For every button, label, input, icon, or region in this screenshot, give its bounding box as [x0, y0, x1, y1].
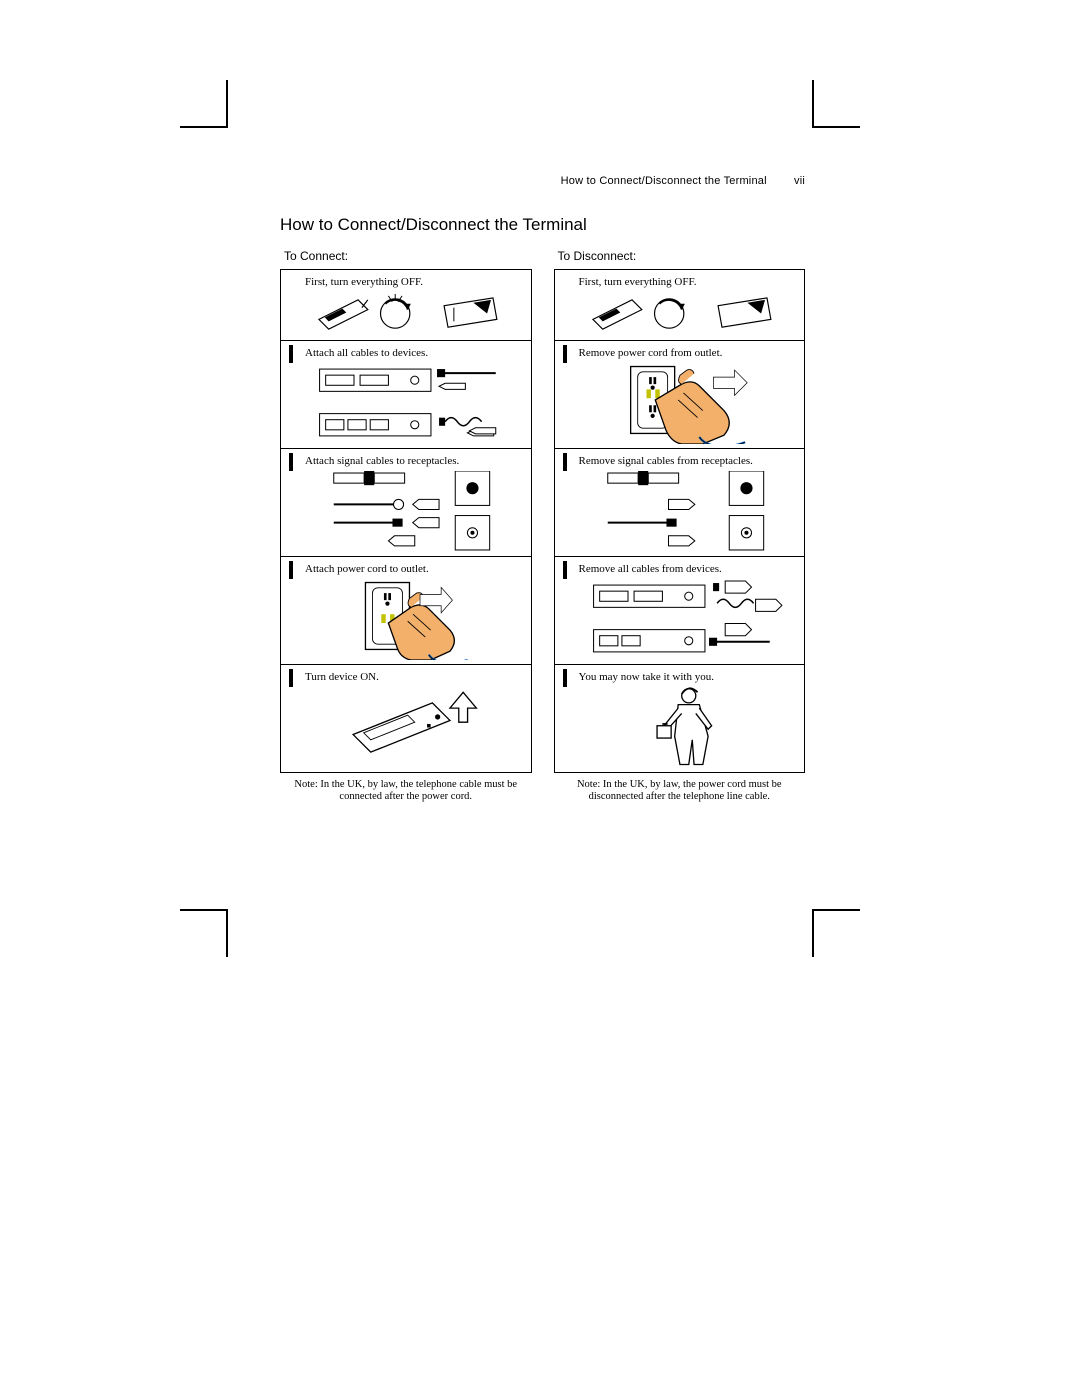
- connect-step-2-caption: Attach all cables to devices.: [305, 347, 525, 359]
- disconnect-step-4: Remove all cables from devices.: [555, 556, 805, 664]
- crop-mark: [180, 80, 228, 128]
- disconnect-step-1: First, turn everything OFF.: [555, 270, 805, 340]
- disconnect-step-3-caption: Remove signal cables from receptacles.: [579, 455, 799, 467]
- step-indicator: [563, 561, 567, 579]
- connect-step-3: Attach signal cables to receptacles.: [281, 448, 531, 556]
- disconnect-step-2-caption: Remove power cord from outlet.: [579, 347, 799, 359]
- outlet-hand-illustration: [579, 363, 799, 444]
- outlet-hand-illustration: [305, 579, 525, 660]
- crop-mark: [812, 80, 860, 128]
- receptacles-illustration: [305, 471, 525, 552]
- disconnect-panels: First, turn everything OFF.: [554, 269, 806, 773]
- cables-devices-illustration: [305, 363, 525, 444]
- connect-step-2: Attach all cables to devices.: [281, 340, 531, 448]
- instruction-columns: To Connect: First, turn everything OFF.: [280, 249, 805, 803]
- step-indicator: [289, 345, 293, 363]
- disconnect-heading: To Disconnect:: [558, 249, 806, 263]
- step-indicator: [563, 669, 567, 687]
- connect-heading: To Connect:: [284, 249, 532, 263]
- disconnect-footnote: Note: In the UK, by law, the power cord …: [554, 779, 806, 803]
- step-indicator: [563, 345, 567, 363]
- disconnect-column: To Disconnect: First, turn everything OF…: [554, 249, 806, 803]
- running-header-text: How to Connect/Disconnect the Terminal: [561, 175, 767, 187]
- page-title: How to Connect/Disconnect the Terminal: [280, 215, 805, 235]
- turn-off-illustration: [579, 292, 799, 336]
- connect-step-1: First, turn everything OFF.: [281, 270, 531, 340]
- step-indicator: [289, 561, 293, 579]
- connect-step-3-caption: Attach signal cables to receptacles.: [305, 455, 525, 467]
- page-content: How to Connect/Disconnect the Terminal v…: [280, 175, 805, 803]
- connect-footnote: Note: In the UK, by law, the telephone c…: [280, 779, 532, 803]
- step-indicator: [289, 453, 293, 471]
- crop-mark: [180, 909, 228, 957]
- disconnect-step-3: Remove signal cables from receptacles.: [555, 448, 805, 556]
- connect-step-4-caption: Attach power cord to outlet.: [305, 563, 525, 575]
- crop-mark: [812, 909, 860, 957]
- step-indicator: [563, 453, 567, 471]
- connect-panels: First, turn everything OFF.: [280, 269, 532, 773]
- turn-off-illustration: [305, 292, 525, 336]
- connect-step-5: Turn device ON.: [281, 664, 531, 772]
- connect-step-5-caption: Turn device ON.: [305, 671, 525, 683]
- connect-step-1-caption: First, turn everything OFF.: [305, 276, 525, 288]
- turn-on-illustration: [305, 687, 525, 768]
- connect-column: To Connect: First, turn everything OFF.: [280, 249, 532, 803]
- person-carry-illustration: [579, 687, 799, 768]
- disconnect-step-1-caption: First, turn everything OFF.: [579, 276, 799, 288]
- page-number: vii: [794, 175, 805, 187]
- disconnect-step-4-caption: Remove all cables from devices.: [579, 563, 799, 575]
- step-indicator: [289, 669, 293, 687]
- receptacles-illustration: [579, 471, 799, 552]
- disconnect-step-5: You may now take it with you.: [555, 664, 805, 772]
- cables-devices-illustration: [579, 579, 799, 660]
- disconnect-step-2: Remove power cord from outlet.: [555, 340, 805, 448]
- disconnect-step-5-caption: You may now take it with you.: [579, 671, 799, 683]
- running-header: How to Connect/Disconnect the Terminal v…: [280, 175, 805, 187]
- connect-step-4: Attach power cord to outlet.: [281, 556, 531, 664]
